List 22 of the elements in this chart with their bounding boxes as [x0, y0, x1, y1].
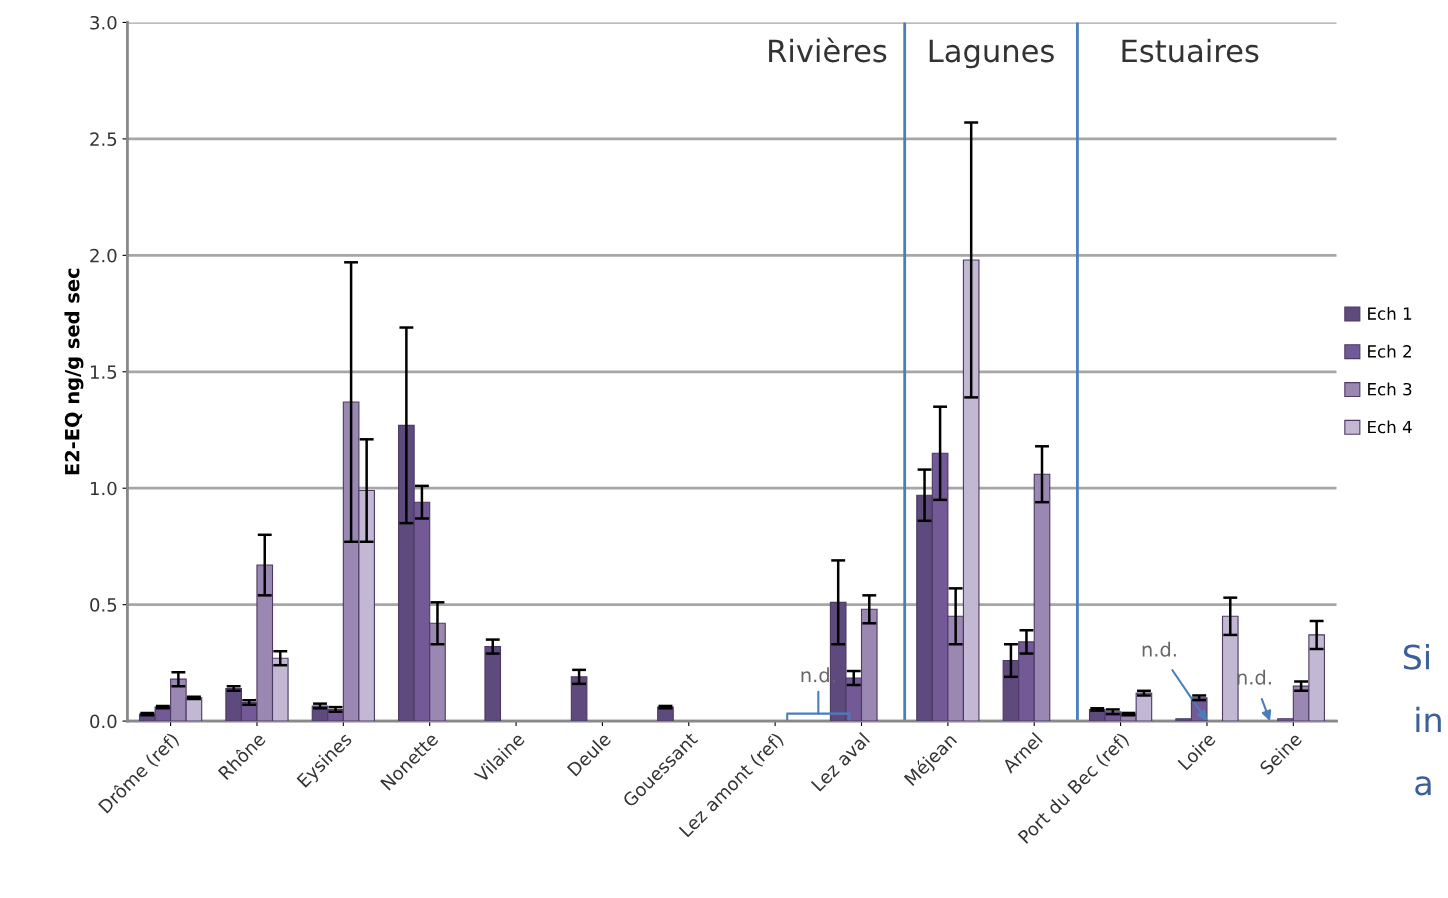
y-tick-label: 0.5 — [90, 598, 117, 612]
text: Si — [1403, 643, 1429, 670]
y-tick-label: 2.5 — [90, 132, 117, 147]
y-tick-label: 1.5 — [90, 365, 117, 379]
text: a — [1415, 776, 1431, 796]
y-axis-title: E2-EQ ng/g sed sec — [64, 268, 84, 475]
bar — [484, 646, 502, 722]
annotation: Estuaires — [1122, 38, 1259, 63]
bar — [1221, 615, 1239, 722]
y-tick-label: 0.0 — [90, 714, 117, 729]
y-tick-label: 2.0 — [90, 248, 117, 263]
legend-label: Ech 1 — [1368, 307, 1412, 320]
y-tick-label: 1.0 — [90, 481, 117, 496]
legend-label: Ech 4 — [1368, 420, 1412, 434]
annotation: Rivières — [769, 37, 887, 63]
annotation: Lagunes — [929, 39, 1054, 69]
annotation: n.d. — [1142, 641, 1176, 657]
text: in — [1416, 706, 1441, 733]
legend-label: Ech 2 — [1368, 344, 1411, 358]
bar — [570, 676, 588, 722]
y-tick-label: 3.0 — [90, 15, 117, 30]
legend-label: Ech 3 — [1368, 382, 1412, 396]
